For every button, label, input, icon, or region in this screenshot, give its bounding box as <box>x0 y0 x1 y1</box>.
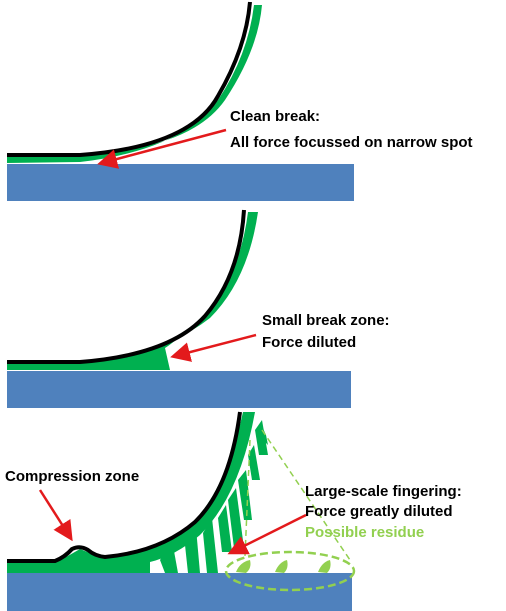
residue-label: Possible residue <box>305 524 424 541</box>
clean-break-title: Clean break: <box>230 108 320 125</box>
adhesive-layer-1 <box>7 5 262 163</box>
tape-backing-3 <box>7 411 242 563</box>
panel-small-break: Small break zone: Force diluted <box>7 209 390 408</box>
residue-ellipse <box>224 550 356 592</box>
residue-spots <box>236 560 331 573</box>
tape-backing-2 <box>7 209 246 364</box>
clean-break-desc: All force focussed on narrow spot <box>230 134 473 151</box>
arrow-fingering <box>227 513 307 555</box>
arrow-small-break <box>170 333 257 362</box>
arrow-compression <box>38 489 73 542</box>
dashed-guide-2 <box>261 429 351 561</box>
fingering-desc: Force greatly diluted <box>305 503 453 520</box>
compression-zone-label: Compression zone <box>5 468 139 485</box>
fingering-title: Large-scale fingering: <box>305 483 462 500</box>
substrate-2 <box>7 371 351 408</box>
substrate-3 <box>7 573 352 611</box>
small-break-title: Small break zone: <box>262 312 390 329</box>
substrate-1 <box>7 164 354 201</box>
panel-clean-break: Clean break: All force focussed on narro… <box>7 1 473 201</box>
arrow-clean-break <box>97 128 227 169</box>
adhesive-fingers <box>160 420 268 573</box>
tape-backing-1 <box>7 1 252 157</box>
panel-fingering: Compression zone Large-scale fingering: … <box>5 411 462 611</box>
small-break-desc: Force diluted <box>262 334 356 351</box>
